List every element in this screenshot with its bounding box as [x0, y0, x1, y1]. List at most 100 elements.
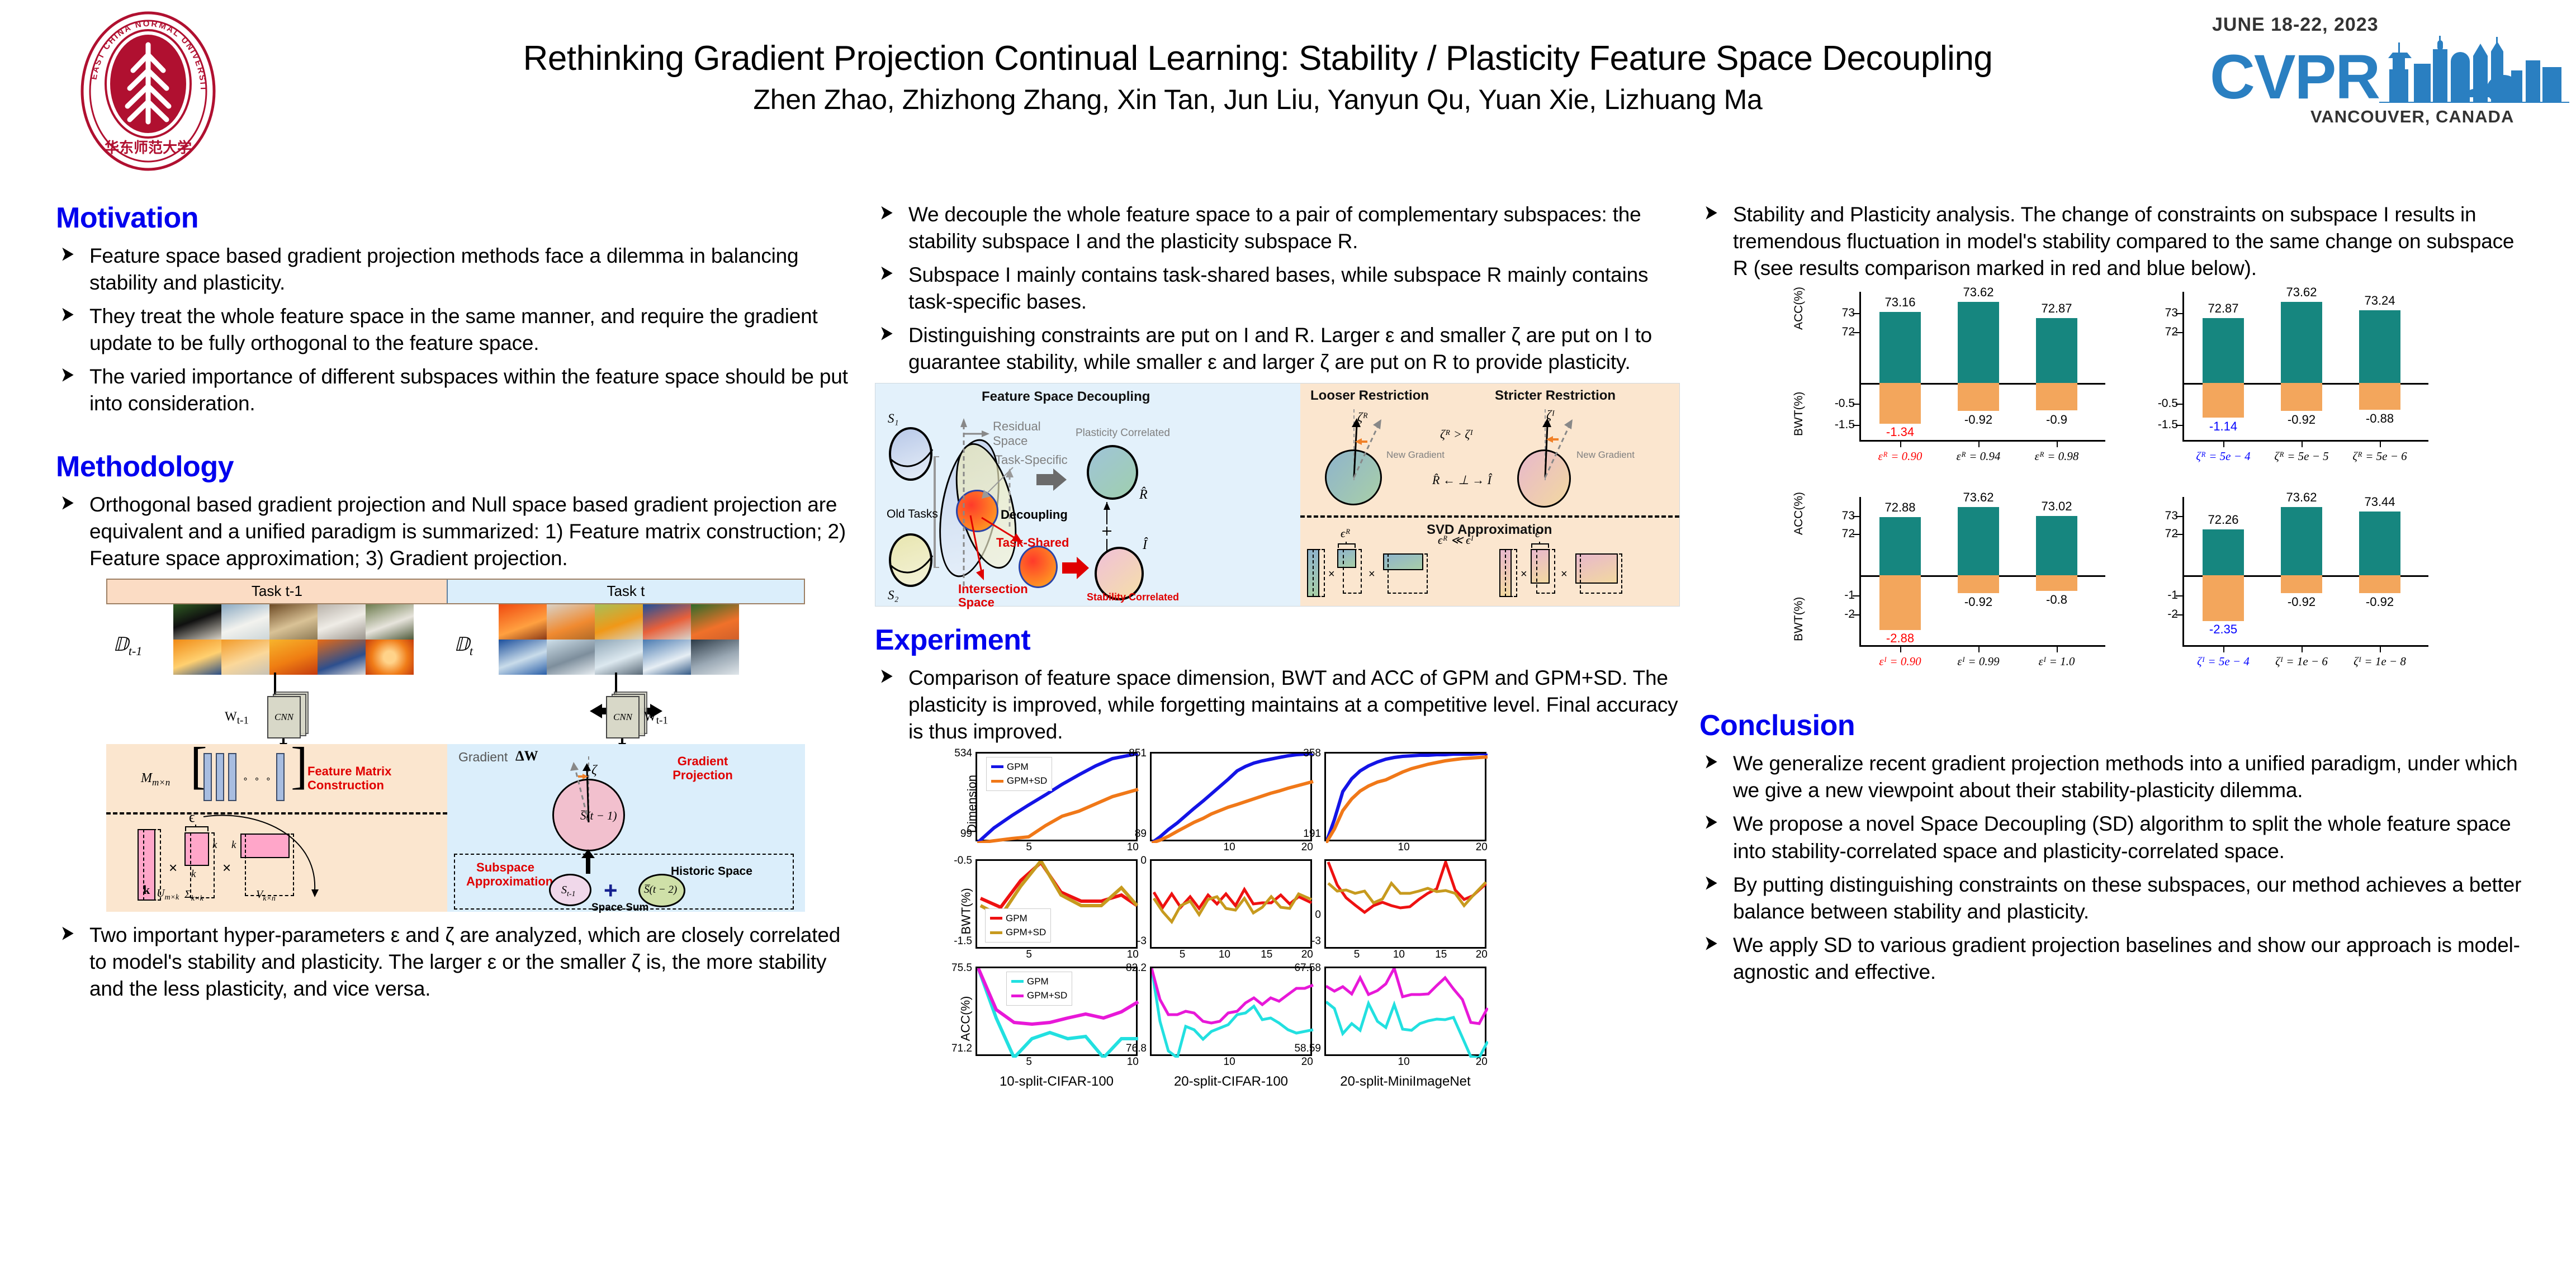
conference-date: JUNE 18-22, 2023 — [2212, 14, 2379, 35]
s-t-1-ellipse — [549, 873, 591, 906]
chart-acc-10split: ACC(%) 75.5 71.2 GPM GPM+SD 5 10 — [951, 962, 1139, 1068]
chart-acc-20split-cifar: 82.2 76.8 10 20 — [1126, 962, 1314, 1068]
feature-matrix-panel: [ ] ∘ ∘ ∘ Mm×n Feature Matrix Constructi… — [106, 736, 447, 912]
y-tick-min: 99 — [960, 827, 972, 840]
methodology-list-2: Two important hyper-parameters ε and ζ a… — [56, 922, 850, 1002]
svg-text:华东师范大学: 华东师范大学 — [105, 139, 192, 156]
y-tick-max: 0 — [1140, 854, 1147, 866]
methodology-heading: Methodology — [56, 450, 234, 483]
column-right: Stability and Plasticity analysis. The c… — [1699, 201, 2527, 992]
x-category: εᴿ = 0.94 — [1956, 449, 2001, 463]
looser-restriction-title: Looser Restriction — [1310, 387, 1429, 403]
dataset-title: 10-split-CIFAR-100 — [999, 1073, 1114, 1089]
list-item: Distinguishing constraints are put on I … — [875, 322, 1685, 376]
x-category: ζᴿ = 5e − 6 — [2352, 449, 2407, 463]
chart-bwt-20split-cifar: 0 -3 5 10 15 20 — [1137, 854, 1313, 960]
dataset-title: 20-split-MiniImageNet — [1340, 1073, 1471, 1089]
chart-dimension-20split-cifar: 851 89 10 20 — [1129, 747, 1314, 853]
methodology-figure: Task t-1 Task t 𝔻t-1 — [106, 578, 805, 913]
axis-label-bwt: BWT(%) — [959, 888, 973, 935]
s-bar-t2-label: S̅(t − 2) — [644, 883, 678, 896]
s-bar-t2-ellipse — [638, 873, 685, 907]
experiment-line-charts: Dimension 534 99 GPM GPM+SD 5 10 851 — [951, 747, 1568, 1090]
conclusion-list: We generalize recent gradient projection… — [1699, 750, 2527, 986]
axis-label-bwt: BWT(%) — [1792, 596, 1805, 642]
y-tick-max: 67.58 — [1294, 962, 1321, 974]
x-category: ζᴵ = 1e − 6 — [2275, 655, 2328, 669]
bar-chart-zeta-I: 73 72 -1 -2 72.26 -2.35 73.62 -0.92 73.4… — [2138, 490, 2451, 692]
cnn-cur-box: CNN — [606, 695, 640, 738]
x-category: εᴵ = 0.90 — [1879, 655, 1921, 669]
motivation-heading: Motivation — [56, 202, 198, 234]
methodology-list: Orthogonal based gradient projection and… — [56, 491, 850, 572]
shared-circle — [1019, 545, 1058, 588]
epsilon-label: ϵ — [189, 808, 195, 825]
s-t-1-label: St-1 — [561, 883, 576, 898]
new-gradient-label-1: New Gradient — [1386, 449, 1445, 460]
s1-ellipse — [889, 427, 932, 481]
poster-header: EAST CHINA NORMAL UNIVERSITY 华东师范大学 Reth… — [0, 0, 2576, 184]
list-item: The varied importance of different subsp… — [56, 363, 850, 417]
zeta-r-label: ζᴿ — [1357, 410, 1368, 424]
chart-row-acc: ACC(%) 75.5 71.2 GPM GPM+SD 5 10 82.2 — [951, 962, 1568, 1071]
svd-approximation-title: SVD Approximation — [1427, 522, 1552, 537]
y-tick-max: -0.5 — [954, 854, 972, 866]
list-item: Stability and Plasticity analysis. The c… — [1699, 201, 2527, 282]
delta-w-label: ΔW — [515, 748, 538, 764]
author-list: Zhen Zhao, Zhizhong Zhang, Xin Tan, Jun … — [753, 84, 1763, 116]
y-tick-max: 82.2 — [1126, 962, 1147, 974]
y-tick-min: -3 — [1137, 935, 1147, 947]
axis-label-bwt: BWT(%) — [1792, 391, 1805, 437]
list-item: They treat the whole feature space in th… — [56, 303, 850, 357]
conference-name: CVPR — [2210, 42, 2380, 112]
conclusion-heading: Conclusion — [1699, 709, 1855, 742]
y-tick-min: 191 — [1303, 827, 1321, 840]
new-gradient-label-2: New Gradient — [1576, 449, 1635, 460]
historic-space-label: Historic Space — [671, 864, 752, 878]
dataset-prev-label: 𝔻t-1 — [113, 634, 143, 658]
s1-label: S₁ — [888, 411, 899, 425]
stability-correlated-label: Stability Correlated — [1087, 591, 1180, 603]
bracket-close: ] — [291, 736, 308, 794]
list-item: We decouple the whole feature space to a… — [875, 201, 1685, 255]
dataset-titles-row: 10-split-CIFAR-100 20-split-CIFAR-100 20… — [976, 1074, 1568, 1090]
y-tick-min: 76.8 — [1126, 1042, 1147, 1054]
column-middle: We decouple the whole feature space to a… — [875, 201, 1685, 1090]
old-tasks-label: Old Tasks — [887, 507, 938, 520]
y-tick-min: 89 — [1134, 827, 1147, 840]
ellipsis-dots: ∘ ∘ ∘ — [243, 774, 273, 784]
chart-row-bwt: BWT(%) -0.5 -1.5 GPM GPM+SD 5 10 0 — [954, 854, 1568, 963]
bar-chart-row-1: ACC(%) BWT(%) 73 72 -0.5 -1.5 73.16 -1.3… — [1792, 285, 2527, 487]
intersection-space-label: Intersection Space — [958, 581, 1028, 609]
chart-bwt-20split-mini: 0 -3 5 10 15 20 — [1311, 858, 1488, 963]
cnn-prev-row: CNN Wt-1 — [106, 672, 447, 751]
weights-cur-label: Wt-1 — [644, 709, 668, 727]
y-tick-max: 0 — [1315, 909, 1321, 921]
motivation-list: Feature space based gradient projection … — [56, 243, 850, 418]
dataset-cur-label: 𝔻t — [454, 634, 473, 658]
stricter-ellipse — [1517, 449, 1571, 508]
y-tick-min: 58.59 — [1294, 1042, 1321, 1054]
chart-row-dimension: Dimension 534 99 GPM GPM+SD 5 10 851 — [954, 747, 1568, 856]
plus-icon: + — [604, 877, 618, 903]
chart-dimension-10split: Dimension 534 99 GPM GPM+SD 5 10 — [954, 747, 1139, 853]
r-hat-label: R̂ — [1139, 487, 1148, 502]
list-item: Feature space based gradient projection … — [56, 243, 850, 296]
bar-chart-eps-I: ACC(%) BWT(%) 73 72 -1 -2 72.88 -2.88 73… — [1792, 490, 2119, 692]
restriction-svd-panel: Looser Restriction Stricter Restriction … — [1300, 383, 1679, 606]
dataset-title: 20-split-CIFAR-100 — [1173, 1073, 1289, 1089]
decoupling-list: We decouple the whole feature space to a… — [875, 201, 1685, 376]
zeta-label: ζ — [591, 763, 597, 778]
x-category: ζᴿ = 5e − 5 — [2274, 449, 2329, 463]
list-item: Subspace I mainly contains task-shared b… — [875, 262, 1685, 315]
epsilon-i-label: ϵᴵ — [1535, 526, 1543, 540]
zeta-i-label: ζᴵ — [1546, 408, 1555, 422]
x-category: ζᴵ = 1e − 8 — [2354, 655, 2406, 669]
y-tick-max: 534 — [954, 747, 972, 759]
list-item: By putting distinguishing constraints on… — [1699, 872, 2527, 925]
y-tick-min: 71.2 — [951, 1042, 972, 1054]
cnn-prev-box: CNN — [267, 695, 301, 738]
task-header-row: Task t-1 Task t — [106, 578, 805, 604]
x-category: εᴵ = 0.99 — [1957, 655, 2000, 669]
gradient-label: Gradient — [458, 749, 508, 764]
